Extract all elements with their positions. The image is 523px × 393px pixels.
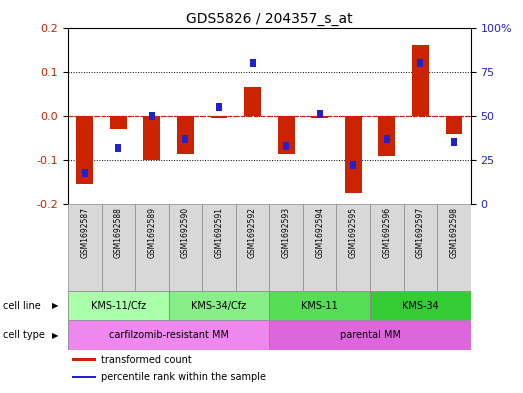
Text: GSM1692592: GSM1692592 — [248, 207, 257, 258]
Text: GSM1692596: GSM1692596 — [382, 207, 391, 258]
Text: ▶: ▶ — [52, 331, 58, 340]
Bar — [278, 116, 294, 154]
Text: GSM1692588: GSM1692588 — [114, 207, 123, 258]
Bar — [110, 116, 127, 129]
Bar — [283, 142, 289, 150]
Bar — [143, 116, 160, 160]
Bar — [68, 320, 269, 350]
Bar — [135, 204, 168, 291]
Text: percentile rank within the sample: percentile rank within the sample — [101, 372, 266, 382]
Text: GSM1692595: GSM1692595 — [349, 207, 358, 258]
Text: carfilzomib-resistant MM: carfilzomib-resistant MM — [109, 330, 229, 340]
Bar — [216, 103, 222, 111]
Bar — [211, 116, 228, 118]
Bar — [72, 376, 96, 378]
Text: GSM1692591: GSM1692591 — [214, 207, 223, 258]
Bar — [101, 204, 135, 291]
Bar — [345, 116, 361, 193]
Text: GSM1692587: GSM1692587 — [80, 207, 89, 258]
Bar — [168, 291, 269, 320]
Title: GDS5826 / 204357_s_at: GDS5826 / 204357_s_at — [186, 13, 353, 26]
Bar — [437, 204, 471, 291]
Bar — [404, 204, 437, 291]
Bar — [183, 135, 188, 143]
Bar — [370, 204, 404, 291]
Text: GSM1692593: GSM1692593 — [281, 207, 291, 258]
Bar — [316, 110, 323, 118]
Text: KMS-34: KMS-34 — [402, 301, 439, 310]
Bar — [269, 291, 370, 320]
Bar — [412, 45, 429, 116]
Bar — [236, 204, 269, 291]
Text: GSM1692589: GSM1692589 — [147, 207, 156, 258]
Bar — [149, 112, 155, 120]
Bar — [72, 358, 96, 361]
Bar — [417, 59, 424, 67]
Text: cell type: cell type — [3, 330, 44, 340]
Bar — [446, 116, 462, 134]
Bar — [303, 204, 336, 291]
Bar — [311, 116, 328, 118]
Bar — [336, 204, 370, 291]
Text: KMS-34/Cfz: KMS-34/Cfz — [191, 301, 246, 310]
Bar — [68, 204, 101, 291]
Bar — [82, 169, 88, 176]
Bar — [370, 291, 471, 320]
Bar — [76, 116, 93, 184]
Text: GSM1692590: GSM1692590 — [181, 207, 190, 258]
Text: transformed count: transformed count — [101, 354, 192, 365]
Text: parental MM: parental MM — [339, 330, 401, 340]
Bar — [244, 87, 261, 116]
Bar — [269, 204, 303, 291]
Text: ▶: ▶ — [52, 301, 58, 310]
Bar — [249, 59, 256, 67]
Text: GSM1692598: GSM1692598 — [449, 207, 459, 258]
Bar — [269, 320, 471, 350]
Bar — [115, 144, 121, 152]
Bar — [451, 138, 457, 147]
Text: KMS-11/Cfz: KMS-11/Cfz — [91, 301, 146, 310]
Bar — [177, 116, 194, 154]
Bar — [68, 291, 168, 320]
Text: GSM1692594: GSM1692594 — [315, 207, 324, 258]
Bar — [168, 204, 202, 291]
Bar — [202, 204, 236, 291]
Bar — [384, 135, 390, 143]
Text: cell line: cell line — [3, 301, 40, 310]
Text: GSM1692597: GSM1692597 — [416, 207, 425, 258]
Text: KMS-11: KMS-11 — [301, 301, 338, 310]
Bar — [379, 116, 395, 156]
Bar — [350, 162, 356, 169]
